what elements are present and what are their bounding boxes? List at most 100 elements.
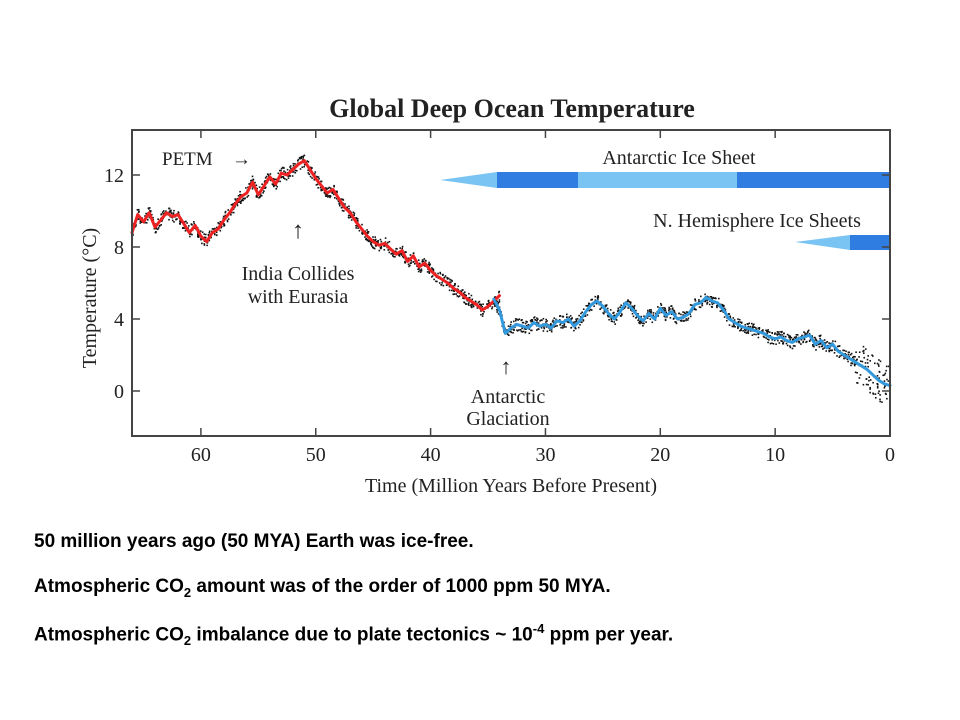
- scatter-point: [879, 398, 881, 401]
- scatter-point: [637, 313, 639, 315]
- scatter-point: [551, 320, 554, 323]
- scatter-point: [771, 332, 773, 334]
- scatter-point: [757, 333, 760, 335]
- y-tick-label: 0: [114, 381, 124, 403]
- scatter-point: [260, 194, 263, 197]
- scatter-point: [877, 392, 880, 394]
- nh-ice-bar-segment: [850, 235, 889, 250]
- scatter-point: [155, 227, 158, 229]
- scatter-point: [530, 320, 532, 323]
- scatter-point: [665, 311, 667, 314]
- scatter-point: [392, 253, 395, 255]
- scatter-point: [668, 308, 670, 310]
- scatter-point: [744, 323, 747, 326]
- scatter-point: [237, 195, 240, 197]
- scatter-point: [455, 293, 457, 295]
- scatter-point: [374, 238, 377, 241]
- scatter-point: [865, 383, 868, 386]
- scatter-point: [513, 329, 515, 332]
- scatter-point: [170, 209, 172, 212]
- scatter-point: [380, 246, 383, 248]
- caption-line-3: Atmospheric CO2 imbalance due to plate t…: [34, 621, 673, 648]
- scatter-point: [671, 308, 674, 310]
- scatter-point: [401, 254, 403, 256]
- scatter-point: [739, 321, 742, 323]
- scatter-point: [627, 299, 629, 301]
- scatter-point: [647, 309, 649, 312]
- scatter-point: [664, 316, 666, 318]
- scatter-point: [685, 311, 688, 313]
- scatter-point: [729, 315, 732, 318]
- scatter-point: [294, 171, 297, 174]
- scatter-point: [446, 276, 448, 279]
- scatter-point: [604, 311, 607, 313]
- x-tick-label: 60: [191, 444, 211, 466]
- scatter-point: [732, 317, 735, 319]
- scatter-point: [483, 311, 485, 313]
- scatter-point: [445, 284, 448, 286]
- scatter-point: [854, 371, 857, 374]
- scatter-point: [694, 308, 696, 310]
- scatter-point: [410, 262, 413, 264]
- scatter-point: [704, 299, 707, 302]
- scatter-point: [789, 338, 792, 341]
- scatter-point: [670, 305, 672, 307]
- scatter-point: [617, 307, 620, 310]
- scatter-point: [782, 342, 784, 345]
- scatter-point: [813, 339, 816, 342]
- scatter-point: [313, 179, 316, 181]
- scatter-point: [470, 305, 472, 307]
- scatter-point: [545, 321, 547, 323]
- scatter-point: [575, 320, 578, 323]
- scatter-point: [537, 328, 539, 330]
- scatter-point: [318, 178, 320, 180]
- scatter-point: [807, 329, 810, 332]
- scatter-point: [523, 328, 526, 330]
- scatter-point: [852, 356, 854, 359]
- scatter-point: [321, 189, 324, 191]
- scatter-point: [549, 329, 551, 331]
- scatter-point: [537, 322, 540, 324]
- scatter-point: [239, 193, 241, 196]
- scatter-point: [492, 302, 495, 305]
- scatter-point: [698, 299, 700, 301]
- scatter-point: [314, 171, 317, 173]
- scatter-point: [522, 330, 525, 333]
- scatter-point: [630, 309, 632, 311]
- scatter-point: [856, 358, 858, 361]
- scatter-point: [374, 239, 377, 242]
- scatter-point: [453, 290, 455, 293]
- scatter-point: [650, 312, 652, 314]
- scatter-point: [245, 187, 247, 189]
- scatter-point: [207, 234, 210, 237]
- nh-ice-sheets-label: N. Hemisphere Ice Sheets: [653, 210, 861, 232]
- scatter-point: [879, 360, 882, 363]
- scatter-point: [543, 326, 545, 329]
- scatter-point: [869, 386, 871, 389]
- scatter-point: [660, 302, 662, 305]
- scatter-point: [201, 242, 203, 245]
- scatter-point: [766, 338, 769, 340]
- scatter-point: [309, 175, 312, 178]
- scatter-point: [471, 303, 473, 305]
- scatter-point: [282, 166, 284, 169]
- scatter-point: [168, 211, 171, 213]
- scatter-point: [296, 169, 298, 172]
- scatter-point: [340, 198, 343, 200]
- scatter-point: [357, 218, 359, 220]
- scatter-point: [494, 296, 496, 299]
- scatter-point: [853, 364, 856, 367]
- scatter-point: [409, 264, 411, 267]
- scatter-point: [286, 168, 289, 171]
- scatter-point: [708, 303, 711, 306]
- scatter-point: [366, 239, 369, 241]
- scatter-point: [605, 304, 608, 306]
- scatter-point: [424, 259, 427, 262]
- scatter-point: [480, 310, 482, 312]
- scatter-point: [863, 349, 865, 352]
- scatter-point: [615, 318, 617, 321]
- scatter-point: [171, 219, 174, 222]
- scatter-point: [682, 314, 684, 316]
- scatter-point: [649, 309, 651, 311]
- scatter-point: [271, 183, 274, 185]
